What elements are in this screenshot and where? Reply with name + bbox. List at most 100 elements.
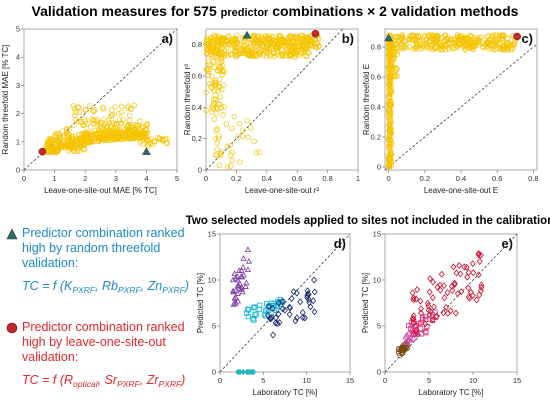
data-point: [242, 49, 248, 56]
data-point: [257, 42, 264, 48]
data-point: [386, 101, 392, 108]
data-point: [218, 56, 225, 62]
data-point: [299, 43, 305, 50]
data-point: [212, 92, 219, 99]
y-tick-label: 0: [377, 163, 381, 172]
data-point: [454, 43, 460, 49]
data-point: [257, 50, 264, 56]
data-point: [420, 43, 426, 49]
legend-blue-line-3: validation:: [22, 256, 79, 270]
data-point: [386, 105, 393, 112]
data-point: [448, 282, 455, 290]
y-tick-label: 0.2: [371, 133, 381, 142]
data-point: [140, 123, 146, 130]
data-point: [386, 61, 393, 68]
data-point: [71, 122, 77, 128]
data-point: [215, 87, 221, 94]
data-point: [440, 309, 447, 317]
data-point: [391, 45, 398, 52]
data-point: [409, 328, 416, 335]
data-point: [461, 40, 468, 46]
legend-blue-formula: TC = f (KPXRF, RbPXRF, ZnPXRF): [22, 279, 211, 298]
data-point: [426, 288, 433, 296]
data-point: [454, 290, 461, 298]
y-tick-label: 0.2: [192, 134, 202, 143]
data-point: [413, 326, 420, 334]
data-point: [236, 285, 243, 292]
data-point: [238, 273, 245, 279]
data-point: [225, 52, 231, 59]
panel-label: c): [521, 31, 533, 46]
data-point: [71, 105, 78, 112]
data-point: [134, 133, 140, 139]
data-point: [410, 319, 417, 327]
highlight-circle-point: [513, 32, 521, 41]
data-point: [461, 263, 468, 271]
data-point: [218, 53, 225, 59]
data-point: [433, 36, 439, 42]
formula-sub: optical: [73, 379, 98, 389]
formula-sep: , Rb: [95, 279, 118, 293]
data-point: [231, 113, 238, 120]
x-tick-label: 1: [356, 174, 360, 183]
data-point: [245, 257, 253, 264]
data-point: [465, 37, 472, 43]
data-point: [235, 134, 241, 140]
data-point: [287, 33, 294, 39]
data-point: [65, 133, 72, 139]
data-point: [130, 124, 136, 131]
y-tick-label: 15: [208, 230, 216, 239]
data-point: [476, 257, 483, 265]
data-point: [214, 126, 221, 132]
data-point: [475, 271, 482, 279]
data-point: [266, 42, 273, 48]
x-tick-label: 4: [144, 174, 148, 183]
data-point: [242, 283, 249, 289]
data-point: [215, 43, 222, 49]
data-point: [388, 88, 394, 94]
data-point: [394, 73, 401, 79]
panel-label: a): [161, 31, 173, 46]
data-point: [387, 137, 394, 143]
data-point: [265, 40, 271, 47]
x-tick-label: 0.8: [528, 174, 538, 183]
x-tick-label: 0: [383, 376, 387, 385]
data-point: [301, 314, 308, 322]
data-point: [209, 103, 216, 109]
data-point: [120, 130, 126, 136]
data-point: [219, 71, 226, 78]
data-point: [309, 41, 315, 48]
data-point: [446, 41, 452, 47]
data-point: [81, 116, 88, 122]
data-point: [251, 33, 257, 39]
data-point: [470, 269, 477, 277]
data-point: [110, 120, 116, 126]
x-tick-label: 15: [513, 376, 521, 385]
data-point: [461, 44, 468, 50]
data-point: [125, 128, 131, 134]
legend-leave-one-site-out: Predictor combination ranked high by lea…: [6, 320, 211, 392]
data-point: [244, 246, 252, 252]
data-point: [212, 151, 219, 158]
legend-red-line-1: Predictor combination ranked: [22, 320, 185, 334]
triangle-marker-icon: [6, 228, 18, 240]
data-point: [387, 148, 393, 154]
formula-prefix: TC = f (R: [22, 373, 74, 387]
data-point: [410, 334, 417, 341]
x-tick-label: 0: [22, 174, 26, 183]
data-point: [217, 94, 223, 100]
data-point: [465, 268, 472, 276]
x-tick-label: 10: [469, 376, 477, 385]
data-point: [472, 43, 478, 50]
data-point: [292, 50, 298, 56]
data-point: [418, 309, 424, 317]
y-tick-label: 2: [16, 109, 20, 118]
y-tick-label: 3: [16, 81, 20, 90]
data-point: [87, 103, 93, 109]
data-point: [227, 163, 234, 169]
chart-panel-b: 0 0.2 0.4 0.6 0.8 100.20.40.60.8Leave-one-sit…: [183, 28, 360, 195]
data-point: [88, 138, 94, 145]
data-point: [219, 40, 226, 47]
data-point: [203, 66, 210, 73]
data-point: [310, 297, 317, 305]
